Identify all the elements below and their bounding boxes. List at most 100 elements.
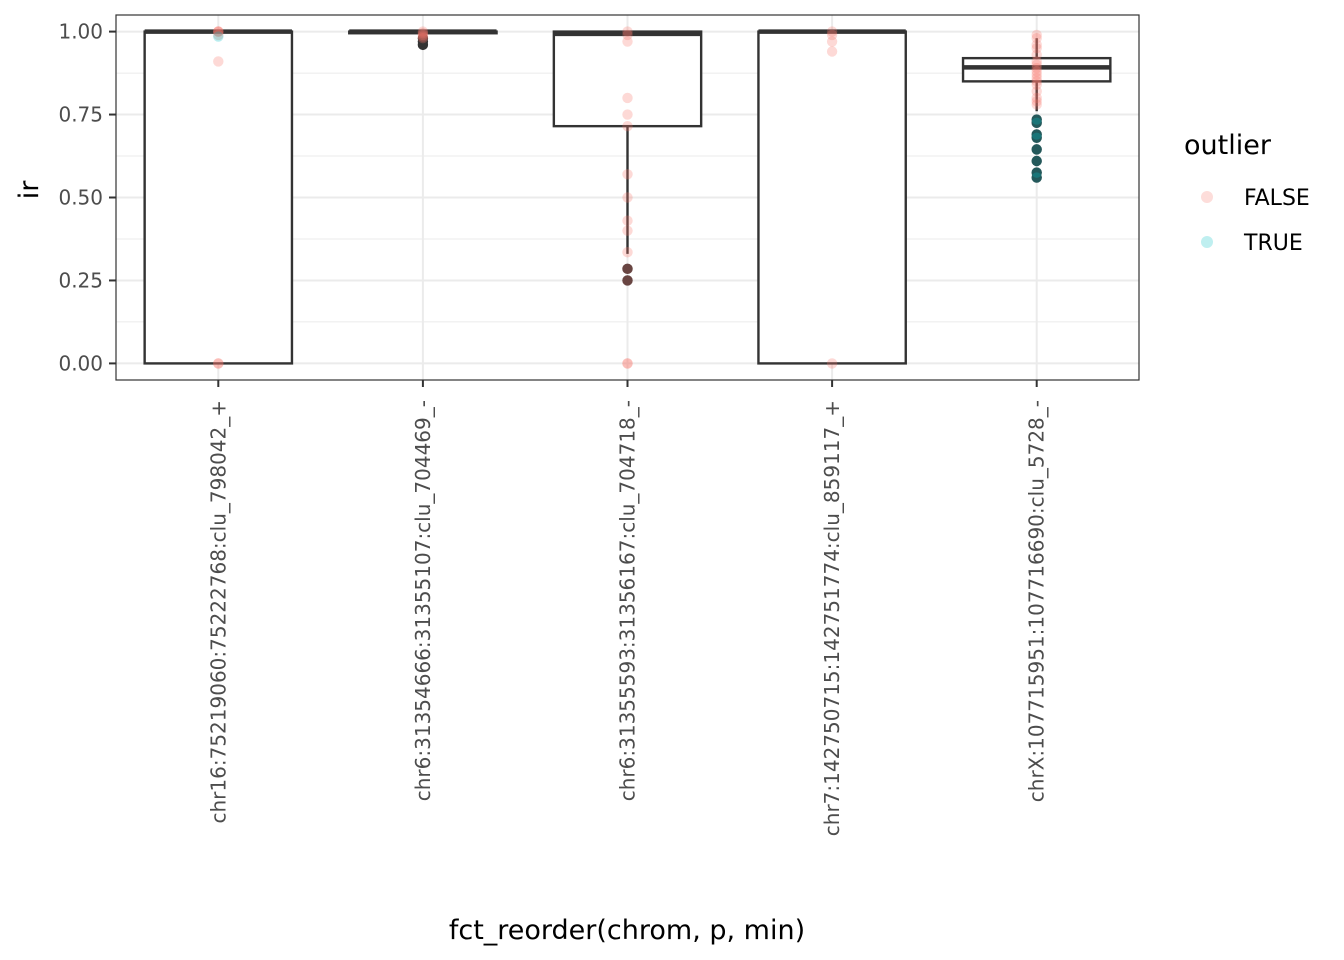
data-point-outlier-false [417, 29, 429, 41]
data-point-outlier-true [1031, 117, 1042, 129]
data-point-outlier-false [1031, 99, 1042, 110]
data-point-outlier-false [1031, 59, 1042, 70]
data-point-outlier-false [1031, 39, 1042, 51]
data-point-outlier-true [1031, 172, 1042, 183]
y-tick-label: 0.75 [58, 103, 103, 127]
data-point-outlier-false [417, 33, 429, 44]
data-point-outlier-false [826, 29, 838, 41]
data-point-outlier-true [1031, 132, 1042, 143]
box-3 [552, 30, 703, 286]
data-point-outlier-false [1031, 29, 1042, 41]
data-point-outlier-false [1031, 86, 1042, 97]
data-point-outlier-false [1031, 92, 1042, 104]
data-point-outlier-false [826, 358, 838, 369]
data-point-outlier-false [622, 92, 633, 104]
data-point-outlier-false [213, 358, 224, 369]
data-point-outlier-false [622, 358, 633, 369]
data-point-outlier-false [622, 215, 633, 226]
y-tick-label: 0.50 [58, 186, 103, 210]
data-point-outlier-false [622, 263, 633, 275]
points-layer [213, 26, 1042, 369]
data-point-outlier-false [826, 46, 838, 57]
x-tick-label: chr6:31354666:31355107:clu_704469_- [411, 400, 435, 801]
boxes-layer [143, 29, 1112, 365]
data-point-outlier-false [213, 26, 224, 37]
data-point-outlier-false [622, 120, 633, 132]
data-point-outlier-false [213, 26, 224, 37]
boxplot-outlier-point [1031, 129, 1042, 140]
y-axis-title: ir [14, 180, 45, 200]
x-tick-label: chr6:31355593:31356167:clu_704718_- [616, 400, 640, 801]
data-point-outlier-false [622, 169, 633, 180]
data-point-outlier-false [622, 36, 633, 47]
legend-label-true: TRUE [1243, 231, 1303, 256]
data-point-outlier-false [1031, 56, 1042, 67]
data-point-outlier-false [1031, 72, 1042, 84]
x-tick-label: chr7:142750715:142751774:clu_859117_+ [820, 400, 844, 836]
legend-key-true [1201, 236, 1213, 248]
boxplot-outlier-point [622, 263, 633, 275]
y-axis: 0.00 0.25 0.50 0.75 1.00 [58, 20, 116, 375]
legend-key-false [1201, 191, 1213, 203]
data-point-outlier-true [213, 31, 224, 42]
data-point-outlier-false [1031, 42, 1042, 54]
x-tick-label: chrX:107715951:107716690:clu_5728_- [1025, 400, 1049, 802]
data-point-outlier-false [622, 29, 633, 41]
data-point-outlier-false [1031, 76, 1042, 87]
data-point-outlier-true [1031, 129, 1042, 140]
boxplot-outlier-point [622, 275, 633, 286]
data-point-outlier-false [622, 26, 633, 37]
data-point-outlier-false [622, 225, 633, 236]
data-point-outlier-false [1031, 62, 1042, 74]
data-point-outlier-false [622, 109, 633, 120]
data-point-outlier-false [417, 28, 429, 39]
data-point-outlier-false [1031, 33, 1042, 44]
data-point-outlier-false [622, 192, 633, 203]
data-point-outlier-true [1031, 144, 1042, 155]
box-5 [961, 38, 1112, 183]
data-point-outlier-false [213, 29, 224, 41]
data-point-outlier-false [622, 275, 633, 286]
data-point-outlier-true [1031, 114, 1042, 125]
data-point-outlier-false [213, 56, 224, 67]
data-point-outlier-false [826, 36, 838, 47]
boxplot-outlier-point [1031, 167, 1042, 178]
data-point-outlier-false [417, 31, 429, 42]
box-4 [757, 29, 907, 365]
data-point-outlier-false [622, 358, 633, 369]
data-point-outlier-false [1031, 79, 1042, 90]
data-point-outlier-false [1031, 96, 1042, 107]
y-tick-label: 1.00 [58, 20, 103, 44]
legend: outlier FALSE TRUE [1184, 130, 1310, 256]
boxplot-outlier-point [1031, 155, 1042, 167]
box-iqr [961, 56, 1112, 83]
data-point-outlier-false [1031, 66, 1042, 77]
legend-item-false: FALSE [1201, 186, 1310, 211]
boxplot-outlier-point [1031, 114, 1042, 125]
data-point-outlier-false [1031, 69, 1042, 80]
boxplot-outlier-point [417, 33, 429, 44]
data-point-outlier-false [1031, 49, 1042, 61]
data-point-outlier-true [1031, 155, 1042, 167]
data-point-outlier-false [213, 26, 224, 37]
x-axis: chr16:75219060:75222768:clu_798042_+ chr6… [206, 380, 1049, 836]
x-axis-title: fct_reorder(chrom, p, min) [449, 915, 805, 946]
box-iqr [757, 30, 907, 365]
data-point-outlier-true [1031, 167, 1042, 178]
data-point-outlier-false [213, 358, 224, 369]
boxplot-outlier-point [1031, 144, 1042, 155]
box-iqr [143, 30, 294, 365]
legend-label-false: FALSE [1244, 186, 1310, 211]
box-2 [348, 29, 498, 51]
data-point-outlier-false [826, 26, 838, 37]
y-tick-label: 0.25 [58, 268, 103, 292]
box-iqr [552, 30, 703, 128]
x-tick-label: chr16:75219060:75222768:clu_798042_+ [206, 400, 230, 824]
legend-item-true: TRUE [1201, 231, 1303, 256]
legend-title: outlier [1184, 130, 1272, 161]
data-point-outlier-false [417, 26, 429, 37]
box-1 [143, 29, 294, 365]
y-tick-label: 0.00 [58, 351, 103, 375]
data-point-outlier-false [622, 247, 633, 258]
